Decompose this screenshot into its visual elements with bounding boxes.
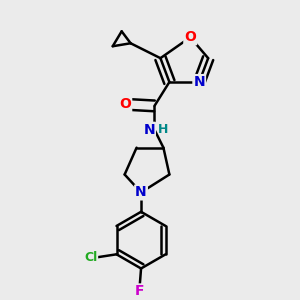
Text: N: N (143, 123, 155, 137)
Text: N: N (135, 185, 147, 200)
Text: O: O (184, 30, 196, 44)
Text: N: N (194, 75, 205, 89)
Text: F: F (135, 284, 144, 298)
Text: O: O (119, 98, 131, 111)
Text: H: H (158, 123, 168, 136)
Text: Cl: Cl (84, 251, 97, 264)
